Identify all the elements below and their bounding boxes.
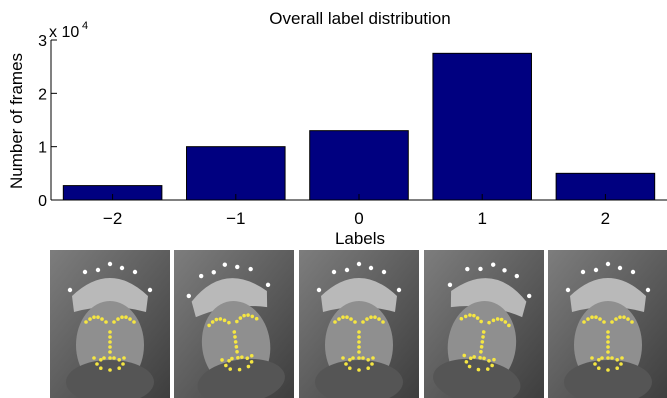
x-tick-label-1: −1: [226, 209, 245, 228]
y-scale-exponent: 4: [82, 20, 88, 32]
chart-title: Overall label distribution: [269, 9, 450, 28]
face-photo-icon: [424, 250, 544, 398]
face-photo-icon: [50, 250, 170, 398]
bar-3: [432, 52, 532, 201]
y-tick-label-0: 0: [38, 193, 47, 210]
bar-1: [186, 146, 286, 201]
x-axis-label: Labels: [335, 229, 385, 248]
x-tick-label-2: 0: [354, 209, 363, 228]
y-tick-label-2: 2: [38, 86, 47, 103]
x-tick-label-0: −2: [103, 209, 122, 228]
face-photo-icon: [548, 250, 667, 398]
y-axis-label: Number of frames: [7, 53, 26, 189]
face-photo-icon: [174, 250, 294, 398]
face-photo-icon: [299, 250, 419, 398]
bar-chart: Overall label distribution x 10 4 Number…: [7, 9, 667, 248]
y-tick-label-3: 3: [38, 33, 47, 50]
x-tick-label-3: 1: [477, 209, 486, 228]
x-tick-label-4: 2: [601, 209, 610, 228]
y-tick-label-1: 1: [38, 140, 47, 157]
y-scale-multiplier: x 10: [49, 24, 79, 41]
y-scale-factor: x 10 4: [49, 20, 88, 41]
bar-2: [309, 130, 409, 201]
